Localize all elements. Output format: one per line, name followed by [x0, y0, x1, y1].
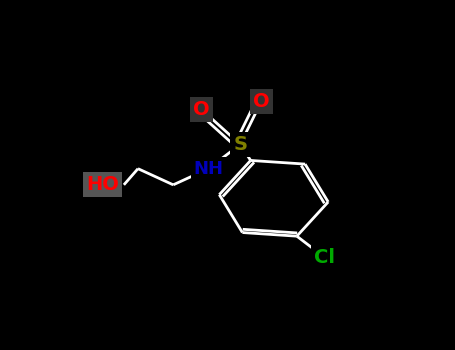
Text: HO: HO: [86, 175, 119, 194]
Text: O: O: [193, 100, 210, 119]
Text: Cl: Cl: [314, 248, 335, 267]
Text: O: O: [253, 92, 270, 111]
Text: S: S: [233, 135, 247, 154]
Text: NH: NH: [193, 160, 223, 178]
